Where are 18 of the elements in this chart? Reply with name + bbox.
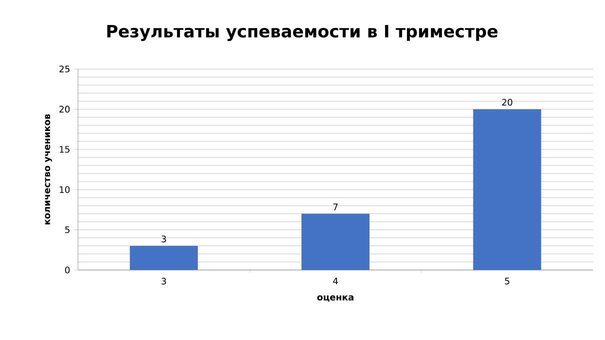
- data-label: 7: [333, 204, 338, 210]
- data-label: 20: [502, 98, 512, 106]
- y-tick-label: 25: [59, 66, 70, 72]
- x-tick-label: 3: [162, 278, 166, 285]
- x-tick-label: 4: [333, 278, 338, 284]
- bar: [473, 109, 542, 270]
- bar: [130, 246, 198, 270]
- y-tick-label: 0: [65, 266, 70, 274]
- x-tick-label: 5: [505, 278, 510, 284]
- y-tick-label: 20: [59, 106, 70, 113]
- y-axis-title: количество учеников: [45, 114, 52, 224]
- y-tick-label: 15: [60, 146, 70, 153]
- x-axis-title: оценка: [317, 295, 354, 302]
- y-tick-label: 5: [65, 226, 70, 234]
- data-label: 3: [162, 236, 166, 242]
- y-tick-label: 10: [60, 186, 70, 193]
- bar: [302, 214, 370, 270]
- chart-title: Результаты успеваемости в I триместре: [107, 25, 498, 41]
